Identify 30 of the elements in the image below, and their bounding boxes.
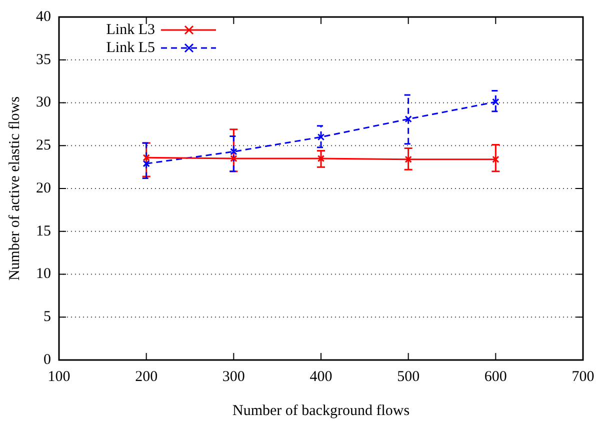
x-tick-label: 300 xyxy=(222,368,245,385)
point xyxy=(230,148,238,156)
y-tick-label: 15 xyxy=(36,223,51,240)
legend-label: Link L5 xyxy=(106,40,155,56)
y-tick-label: 5 xyxy=(44,309,51,326)
x-tick-label: 600 xyxy=(484,368,507,385)
y-tick-label: 10 xyxy=(36,266,51,282)
legend-label: Link L3 xyxy=(106,22,155,38)
point xyxy=(492,156,500,163)
point xyxy=(404,156,412,163)
point xyxy=(404,115,412,123)
point xyxy=(492,98,500,106)
point xyxy=(317,154,325,162)
x-axis-title: Number of background flows xyxy=(232,402,410,419)
y-tick-label: 0 xyxy=(44,352,51,368)
y-tick-label: 25 xyxy=(36,138,51,154)
point xyxy=(142,154,150,162)
y-tick-label: 40 xyxy=(36,8,51,25)
x-tick-label: 500 xyxy=(397,368,420,385)
y-axis-title: Number of active elastic flows xyxy=(6,96,23,281)
point xyxy=(317,133,325,141)
point xyxy=(142,160,150,168)
x-tick-label: 100 xyxy=(48,368,70,385)
point xyxy=(230,154,238,162)
x-tick-label: 400 xyxy=(310,368,332,385)
x-tick-label: 700 xyxy=(572,368,594,385)
y-tick-label: 35 xyxy=(36,52,51,68)
x-tick-label: 200 xyxy=(135,368,158,385)
y-tick-label: 30 xyxy=(36,94,51,111)
y-tick-label: 20 xyxy=(36,180,51,196)
